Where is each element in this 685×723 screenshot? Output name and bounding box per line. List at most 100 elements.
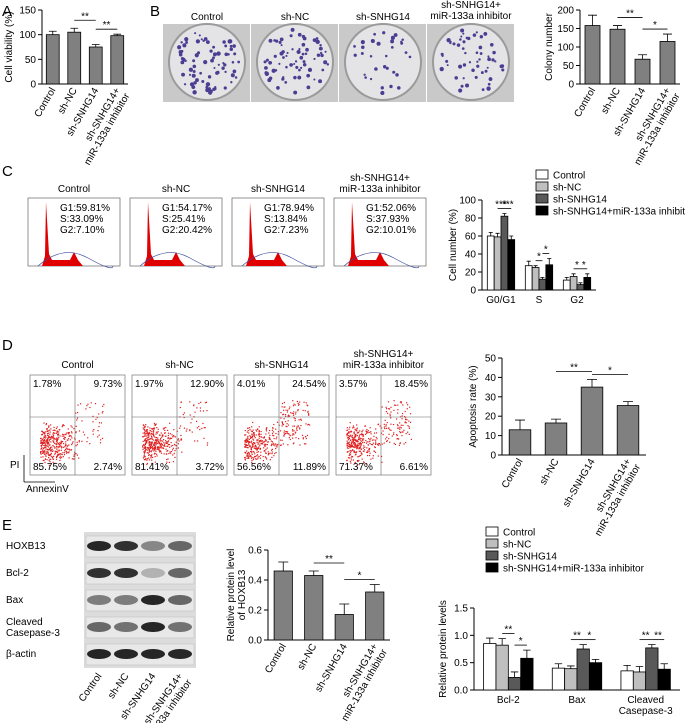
cell-dot (407, 404, 409, 406)
colony (302, 63, 307, 67)
cell-dot (358, 436, 360, 439)
cell-dot (45, 423, 48, 425)
cell-dot (349, 445, 351, 447)
cell-dot (244, 441, 246, 443)
colony (264, 71, 268, 75)
phase-text: G1:54.17% (162, 203, 212, 214)
cell-dot (248, 443, 250, 445)
cell-dot (152, 432, 154, 434)
x-tick-label: G2 (570, 295, 584, 306)
cell-dot (60, 457, 62, 459)
colony (385, 66, 389, 70)
colony (216, 70, 220, 75)
cell-dot (177, 443, 179, 445)
cell-dot (251, 459, 253, 462)
colony (396, 86, 401, 90)
cell-dot (80, 403, 82, 405)
error-bar (591, 658, 600, 663)
cell-dot (361, 430, 363, 433)
cell-dot (295, 411, 297, 413)
cell-dot (87, 437, 89, 439)
blot-band (168, 568, 192, 578)
cell-dot (63, 435, 65, 437)
blot-lane-label: sh-NC (106, 671, 131, 701)
cell-dot (383, 442, 385, 444)
cell-dot (146, 432, 148, 435)
colony (224, 70, 227, 74)
cell-dot (143, 451, 146, 454)
cell-dot (395, 418, 398, 420)
cell-dot (57, 446, 59, 448)
cell-dot (204, 427, 206, 429)
cell-dot (148, 447, 150, 450)
cell-dot (86, 405, 88, 407)
colony (237, 60, 241, 64)
cell-dot (59, 455, 61, 457)
cell-dot (275, 438, 277, 440)
bar (645, 647, 659, 691)
colony (439, 66, 444, 72)
cell-dot (356, 435, 358, 437)
cell-dot (150, 444, 152, 446)
cell-dot (175, 441, 177, 443)
cell-dot (283, 435, 285, 437)
cell-dot (387, 401, 390, 403)
cell-dot (282, 443, 284, 445)
cell-dot (63, 454, 66, 456)
colony (295, 65, 299, 69)
cell-dot (146, 439, 149, 441)
cell-dot (281, 421, 283, 423)
colony (192, 59, 196, 63)
cell-dot (59, 435, 61, 437)
cell-dot (56, 438, 58, 440)
colony (486, 66, 489, 69)
cell-dot (401, 431, 403, 433)
cell-dot (286, 423, 288, 425)
cell-dot (60, 445, 62, 447)
x-tick-label: sh-SNHG14 (561, 457, 598, 510)
cell-dot (70, 431, 73, 433)
cell-dot (143, 444, 146, 446)
cell-dot (148, 449, 150, 451)
cell-dot (292, 425, 294, 427)
cell-dot (167, 443, 170, 446)
bar (334, 614, 354, 641)
phase-text: G2:20.42% (162, 225, 212, 236)
cell-dot (284, 433, 287, 435)
cell-dot (56, 455, 59, 457)
cell-dot (403, 443, 405, 445)
cell-dot (251, 426, 253, 428)
cell-dot (153, 444, 155, 446)
cell-dot (167, 436, 169, 439)
cell-dot (245, 445, 248, 447)
cell-dot (151, 442, 153, 444)
cell-dot (154, 442, 156, 444)
cell-dot (247, 430, 249, 432)
cell-dot (271, 456, 273, 458)
cell-dot (273, 437, 275, 440)
cell-dot (258, 455, 260, 458)
cell-dot (193, 404, 195, 407)
colony (301, 42, 306, 47)
cell-dot (44, 446, 46, 449)
cell-dot (55, 432, 57, 434)
cell-dot (244, 434, 246, 436)
cell-dot (54, 438, 56, 440)
cell-dot (283, 433, 286, 435)
significance-label: * (608, 365, 612, 376)
cell-dot (45, 440, 47, 442)
cell-dot (61, 446, 63, 448)
cell-dot (259, 448, 261, 450)
cell-dot (247, 427, 249, 429)
cell-dot (153, 448, 155, 450)
cell-dot (250, 436, 252, 439)
error-bar (533, 265, 538, 268)
cell-dot (47, 451, 49, 454)
cell-dot (247, 444, 249, 447)
x-tick-label: Bax (568, 695, 585, 706)
cell-dot (287, 415, 289, 417)
cell-dot (377, 455, 379, 457)
significance-label: ** (573, 631, 581, 642)
blot-strip (85, 589, 195, 612)
cell-dot (169, 438, 171, 440)
